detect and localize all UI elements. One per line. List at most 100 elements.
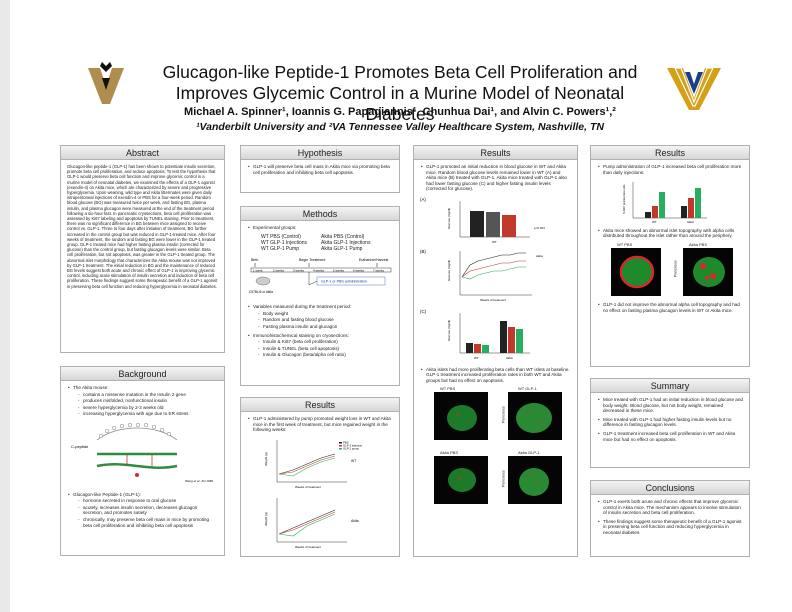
timeline-diagram: Birth Begin Treatment Euthanize/Harvest … — [249, 258, 392, 294]
stain-item: Insulin & Glucagon (beta/alpha cell rati… — [258, 352, 393, 358]
glucose-xlabel: Weeks of treatment — [480, 298, 506, 302]
legend-injection: GLP-1 injection — [343, 443, 363, 447]
bar-pbs — [466, 342, 473, 353]
pancreas-label: Pancreas — [500, 406, 506, 424]
abstract-text: Glucagon-like peptide-1 (GLP-1) has been… — [67, 164, 218, 289]
bar-pump — [482, 344, 489, 353]
conclusions-panel: Conclusions GLP-1 exerts both acute and … — [590, 480, 750, 557]
legend-pump: GLP-1 pump — [343, 446, 359, 450]
group-cell: WT GLP-1 Injections — [261, 239, 308, 246]
timeline-age: 2 weeks — [273, 268, 285, 272]
vanderbilt-logo-icon — [80, 58, 132, 110]
series-line-pump — [278, 457, 336, 477]
background-heading: Background — [61, 367, 224, 381]
methods-panel: Methods Experimental groups: WT PBS (Con… — [240, 206, 400, 386]
bar-pump — [659, 192, 665, 219]
timeline-age: 6 weeks — [353, 268, 365, 272]
affiliation: ¹Vanderbilt University and ²VA Tennessee… — [196, 121, 604, 133]
series-line-pbs — [278, 453, 336, 475]
weight-ylabel: Weight (g) — [264, 452, 268, 466]
glucose-chart-c: WT Akita Glucose (mg/dl) — [447, 312, 530, 360]
conclusion-item: These findings suggest some therapeutic … — [598, 519, 743, 536]
methods-heading: Methods — [241, 207, 399, 221]
measured-intro: Variables measured during the treatment … — [253, 304, 352, 310]
weight-ylabel: Weight (g) — [264, 512, 268, 526]
weight-xlabel: Weeks of treatment — [295, 485, 321, 489]
abstract-panel: Abstract Glucagon-like peptide-1 (GLP-1)… — [60, 145, 225, 353]
background-panel: Background The Akita mouse: contains a m… — [60, 366, 225, 556]
series-line-injection — [461, 260, 526, 278]
stain-item: Insulin & TUNEL (beta cell apoptosis) — [258, 346, 393, 352]
group-cell: Akita PBS (Control) — [321, 233, 365, 240]
measured-item: Random and fasting blood glucose — [258, 317, 393, 323]
topography-image-grid: WT PBS Akita PBS Pancreas — [597, 242, 743, 302]
proinsulin-diagram: C-peptide Wang et al. JCI 1999 — [71, 422, 213, 483]
results-weight-text: GLP-1 administered by pump promoted weig… — [248, 416, 393, 433]
glucose-chart-a: WT Glucose (mg/dl) p<0.001 — [447, 200, 545, 244]
group-label: WT — [652, 220, 657, 224]
glucose-chart-b: Weeks of treatment Glucose (mg/dl) Akita — [447, 250, 543, 302]
legend-pbs: PBS — [343, 440, 349, 444]
glp-item: chronically, may preserve beta cell mass… — [78, 517, 218, 528]
islet-image — [434, 392, 488, 441]
hypothesis-heading: Hypothesis — [241, 146, 399, 160]
results-glucagon-text: GLP-1 did not improve the abnormal alpha… — [598, 302, 743, 313]
bar-injection — [652, 206, 658, 219]
results-heading: Results — [241, 398, 399, 412]
weight-chart-label-akita: Akita — [351, 519, 359, 523]
akita-item: produces misfolded, nonfunctional insuli… — [78, 398, 218, 404]
series-line-pump — [461, 266, 526, 280]
bar-injection — [474, 343, 481, 353]
series-line-pbs — [278, 509, 336, 535]
ki67-ylabel: % Ki67 positive beta cells — [622, 184, 626, 214]
akita-item: increasing hyperglycemia with age due to… — [78, 411, 218, 417]
akita-item: severe hyperglycemia by 2-3 weeks old — [78, 405, 218, 411]
series-line-pump — [278, 513, 336, 537]
results-glucose-text: GLP-1 promoted an initial reduction in b… — [421, 164, 571, 192]
bar-injection — [486, 211, 500, 237]
timeline-age: 3 weeks — [293, 268, 305, 272]
islet-image-grid: WT PBS WT GLP-1 Pancreas Akita PBS Akita… — [420, 386, 571, 516]
conclusions-heading: Conclusions — [591, 481, 749, 495]
glp-item: acutely, increases insulin secretion, de… — [78, 505, 218, 516]
results-proliferation-text: Akita islets had more proliferating beta… — [421, 367, 571, 384]
stain-intro: Immunohistochemical staining on cryosect… — [253, 332, 350, 338]
results-topography-text: Akita mice showed an abnormal islet topo… — [598, 228, 743, 239]
image-label: Akita PBS — [440, 450, 459, 456]
group-label: Akita — [687, 220, 694, 224]
summary-item: GLP-1 treatment increased beta cell prol… — [598, 431, 743, 442]
glp-item: hormone secreted in response to oral glu… — [78, 498, 218, 504]
hypothesis-panel: Hypothesis GLP-1 will preserve beta cell… — [240, 145, 400, 193]
results-heading: Results — [414, 146, 577, 160]
bar-pump — [516, 328, 523, 353]
timeline-age: 5 weeks — [333, 268, 345, 272]
bar-pbs — [681, 206, 687, 219]
islet-image — [508, 456, 562, 505]
groups-intro: Experimental groups: — [248, 225, 393, 231]
axis-wt: WT — [474, 356, 479, 360]
authors: Michael A. Spinner¹, Ioannis G. Papagian… — [184, 106, 616, 118]
results-heading: Results — [591, 146, 749, 160]
abstract-heading: Abstract — [61, 146, 224, 160]
weight-chart-akita: Akita Weeks of treatment Weight (g) — [264, 497, 359, 549]
glucose-ylabel: Glucose (mg/dl) — [447, 208, 451, 229]
stain-item: Insulin & Ki67 (beta cell proliferation) — [258, 339, 393, 345]
summary-item: Mice treated with GLP-1 had higher fasti… — [598, 417, 743, 428]
islet-image — [611, 247, 661, 296]
image-label: WT GLP-1 — [518, 386, 537, 392]
timeline-begin: Begin Treatment — [299, 258, 325, 262]
islet-image — [434, 456, 488, 505]
groups-table: WT PBS (Control) Akita PBS (Control) WT G… — [261, 234, 393, 252]
weight-chart-wt: WT Weeks of treatment Weight (g) PBS GLP… — [264, 439, 363, 489]
measured-item: Fasting plasma insulin and glucagon — [258, 324, 393, 330]
results-glucose-panel: Results GLP-1 promoted an initial reduct… — [413, 145, 578, 557]
va-logo-icon — [667, 67, 721, 110]
panel-b-label: (B) — [420, 249, 426, 254]
timeline-admin: GLP-1 or PBS administration — [321, 279, 367, 283]
chart-b-label: Akita — [536, 254, 543, 258]
image-label: Akita GLP-1 — [518, 450, 540, 456]
results-pump-text: Pump administration of GLP-1 increased b… — [598, 164, 743, 175]
timeline-end: Euthanize/Harvest — [359, 258, 388, 262]
bar-pbs — [645, 212, 651, 219]
